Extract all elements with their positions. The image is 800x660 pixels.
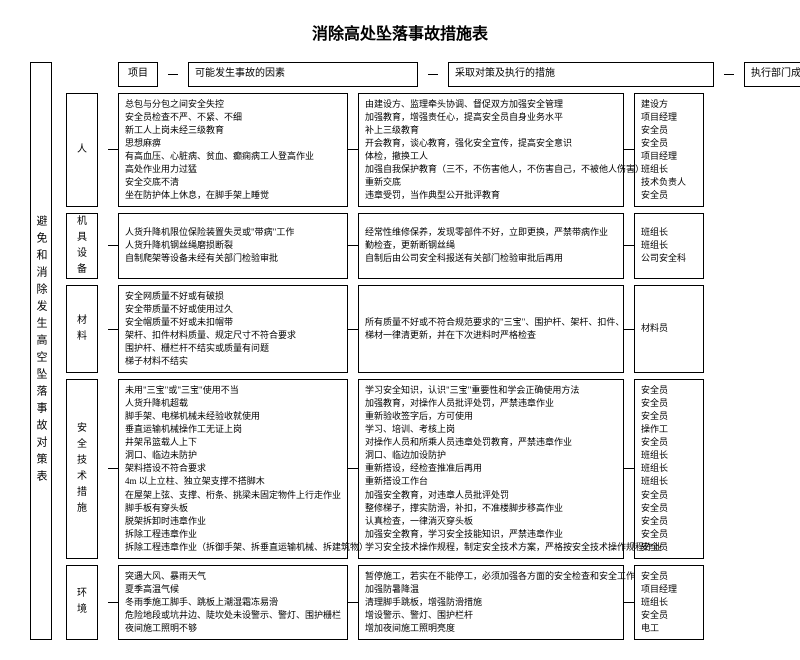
group-label: 安全技术措施 <box>66 379 98 559</box>
connector <box>624 379 634 559</box>
group-label: 机具设备 <box>66 213 98 279</box>
dept-cell: 安全员安全员安全员操作工安全员班组长班组长班组长安全员安全员安全员安全员安全员 <box>634 379 704 559</box>
dept-cell: 材料员 <box>634 285 704 373</box>
connector <box>624 565 634 640</box>
connector <box>108 285 118 373</box>
measure-cell: 经常性维修保养，发现零部件不好，立即更换，严禁带病作业勤检查，更新断钢丝绳自制后… <box>358 213 624 279</box>
root-label: 避免和消除发生高空坠落事故对策表 <box>30 62 52 640</box>
group-label: 人 <box>66 93 98 207</box>
dept-cell: 班组长班组长公司安全科 <box>634 213 704 279</box>
factor-cell: 人货升降机限位保险装置失灵或"带病"工作人货升降机钢丝绳磨损断裂自制爬架等设备未… <box>118 213 348 279</box>
header-factor: 可能发生事故的因素 <box>188 62 418 87</box>
connector <box>108 213 118 279</box>
header-row: 项目 可能发生事故的因素 采取对策及执行的措施 执行部门成员 <box>66 62 800 87</box>
chart-root: 避免和消除发生高空坠落事故对策表 项目 可能发生事故的因素 采取对策及执行的措施… <box>30 62 770 640</box>
connector <box>348 565 358 640</box>
group-row: 材料安全网质量不好或有破损安全带质量不好或使用过久安全帽质量不好或未扣帽带架杆、… <box>66 285 800 373</box>
dept-cell: 建设方项目经理安全员安全员项目经理班组长技术负责人安全员 <box>634 93 704 207</box>
group-label: 环境 <box>66 565 98 640</box>
measure-cell: 学习安全知识，认识"三宝"重要性和学会正确使用方法加强教育，对操作人员批评处罚，… <box>358 379 624 559</box>
factor-cell: 安全网质量不好或有破损安全带质量不好或使用过久安全帽质量不好或未扣帽带架杆、扣件… <box>118 285 348 373</box>
factor-cell: 突遇大风、暴雨天气夏季高温气候冬雨季施工脚手、跳板上潮湿霜冻易滑危险地段或坑井边… <box>118 565 348 640</box>
group-row: 机具设备人货升降机限位保险装置失灵或"带病"工作人货升降机钢丝绳磨损断裂自制爬架… <box>66 213 800 279</box>
group-label: 材料 <box>66 285 98 373</box>
connector <box>348 93 358 207</box>
group-row: 环境突遇大风、暴雨天气夏季高温气候冬雨季施工脚手、跳板上潮湿霜冻易滑危险地段或坑… <box>66 565 800 640</box>
connector <box>108 93 118 207</box>
factor-cell: 未用"三宝"或"三宝"使用不当人货升降机超载脚手架、电梯机械未经验收就使用垂直运… <box>118 379 348 559</box>
group-row: 人总包与分包之间安全失控安全员检查不严、不紧、不细新工人上岗未经三级教育思想麻痹… <box>66 93 800 207</box>
connector <box>348 213 358 279</box>
measure-cell: 由建设方、监理牵头协调、督促双方加强安全管理加强教育，增强责任心，提高安全员自身… <box>358 93 624 207</box>
connector <box>108 565 118 640</box>
connector <box>428 62 438 87</box>
group-row: 安全技术措施未用"三宝"或"三宝"使用不当人货升降机超载脚手架、电梯机械未经验收… <box>66 379 800 559</box>
page-title: 消除高处坠落事故措施表 <box>30 20 770 44</box>
header-measure: 采取对策及执行的措施 <box>448 62 714 87</box>
connector <box>108 379 118 559</box>
header-project: 项目 <box>118 62 158 87</box>
connector <box>624 93 634 207</box>
measure-cell: 所有质量不好或不符合规范要求的"三宝"、围护杆、架杆、扣件、梯材一律清更新，并在… <box>358 285 624 373</box>
connector <box>348 285 358 373</box>
connector <box>724 62 734 87</box>
factor-cell: 总包与分包之间安全失控安全员检查不严、不紧、不细新工人上岗未经三级教育思想麻痹有… <box>118 93 348 207</box>
connector <box>348 379 358 559</box>
dept-cell: 安全员项目经理班组长安全员电工 <box>634 565 704 640</box>
connector <box>624 285 634 373</box>
header-dept: 执行部门成员 <box>744 62 800 87</box>
connector <box>168 62 178 87</box>
connector <box>624 213 634 279</box>
measure-cell: 暂停施工，若实在不能停工，必须加强各方面的安全检查和安全工作加强防暑降温清理脚手… <box>358 565 624 640</box>
